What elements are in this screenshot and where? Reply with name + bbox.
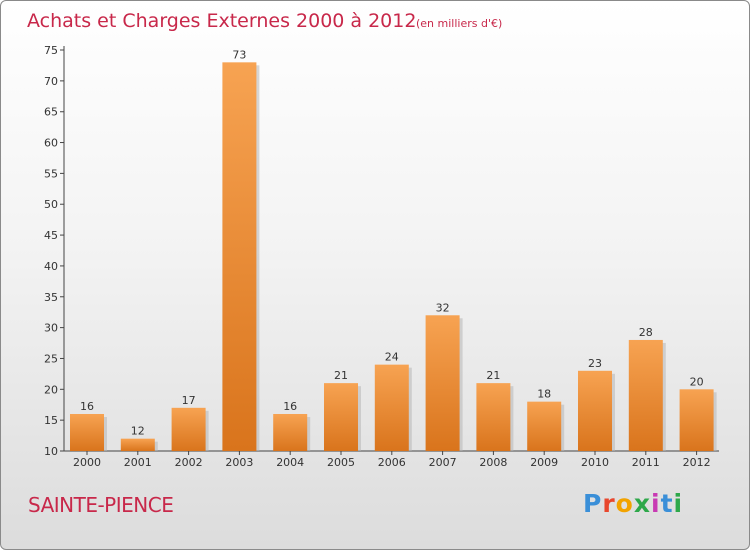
x-tick-label: 2011 — [632, 456, 660, 469]
data-label: 21 — [486, 369, 500, 382]
bar — [527, 401, 562, 451]
logo-letter: r — [602, 489, 616, 518]
y-tick-label: 70 — [44, 75, 58, 88]
data-label: 16 — [80, 400, 94, 413]
y-tick-label: 40 — [44, 260, 58, 273]
x-tick-label: 2002 — [175, 456, 203, 469]
x-tick-label: 2008 — [479, 456, 507, 469]
logo-letter: P — [583, 489, 603, 518]
x-tick-label: 2006 — [378, 456, 406, 469]
data-label: 16 — [283, 400, 297, 413]
data-label: 18 — [537, 388, 551, 401]
y-tick-label: 60 — [44, 137, 58, 150]
bar — [476, 383, 511, 451]
chart-unit-label: (en milliers d'€) — [416, 17, 502, 30]
bar — [679, 389, 714, 451]
chart-title: Achats et Charges Externes 2000 à 2012 — [27, 10, 416, 32]
bar — [120, 438, 155, 451]
data-label: 24 — [385, 351, 399, 364]
logo-letter: i — [651, 489, 661, 518]
x-tick-label: 2004 — [276, 456, 304, 469]
y-tick-label: 55 — [44, 167, 58, 180]
logo-letter: t — [660, 489, 674, 518]
proxiti-logo[interactable]: Proxiti — [583, 489, 683, 518]
data-label: 21 — [334, 369, 348, 382]
labels: 2000 16 2001 12 2002 17 2003 73 2004 16 2005 21 2006… — [73, 48, 711, 469]
y-tick-label: 10 — [44, 445, 58, 458]
bar — [273, 413, 308, 451]
data-label: 12 — [131, 425, 145, 438]
x-tick-label: 2001 — [124, 456, 152, 469]
y-tick-label: 50 — [44, 198, 58, 211]
y-tick-label: 15 — [44, 414, 58, 427]
y-tick-label: 20 — [44, 383, 58, 396]
bar — [578, 370, 612, 451]
x-tick-label: 2007 — [429, 456, 457, 469]
x-tick-label: 2003 — [225, 456, 253, 469]
y-tick-label: 35 — [44, 291, 58, 304]
logo-letter: x — [633, 489, 651, 518]
bar — [70, 413, 104, 451]
y-tick-label: 30 — [44, 322, 58, 335]
data-label: 28 — [639, 326, 653, 339]
bar — [222, 62, 257, 451]
logo-letter: i — [673, 489, 684, 518]
y-tick-label: 65 — [44, 106, 58, 119]
bar — [425, 315, 460, 451]
x-tick-label: 2010 — [581, 456, 609, 469]
bar — [324, 383, 358, 451]
x-tick-label: 2000 — [73, 456, 101, 469]
bar — [374, 364, 409, 451]
x-tick-label: 2005 — [327, 456, 355, 469]
bar — [171, 407, 206, 451]
y-tick-label: 75 — [44, 44, 58, 57]
y-tick-label: 45 — [44, 229, 58, 242]
data-label: 73 — [232, 48, 246, 61]
x-tick-label: 2009 — [530, 456, 558, 469]
data-label: 17 — [182, 394, 196, 407]
data-label: 20 — [690, 375, 704, 388]
data-label: 23 — [588, 357, 602, 370]
place-name: SAINTE-PIENCE — [28, 493, 174, 517]
logo-letter: o — [615, 489, 634, 518]
bars — [70, 62, 717, 451]
x-tick-label: 2012 — [683, 456, 711, 469]
bar — [628, 339, 663, 451]
y-tick-label: 25 — [44, 352, 58, 365]
data-label: 32 — [436, 301, 450, 314]
